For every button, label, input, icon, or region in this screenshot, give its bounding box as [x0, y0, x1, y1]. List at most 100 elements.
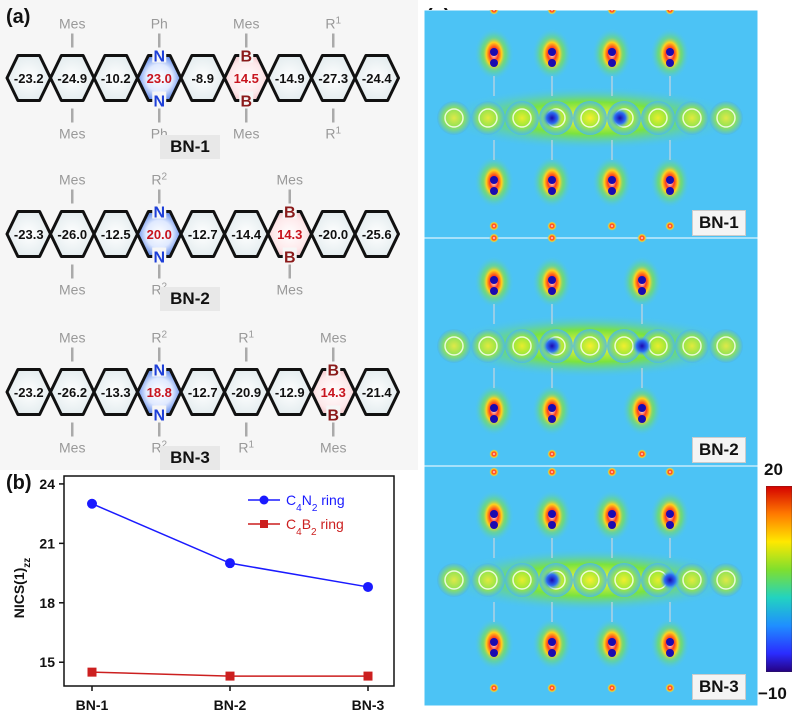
- ring-9: [353, 368, 400, 416]
- panel-a-letter-front: (a): [6, 6, 31, 28]
- n-substituent-top: R2: [151, 171, 167, 188]
- plot-frame: [63, 475, 395, 687]
- atom-b-top: B: [327, 363, 339, 380]
- molecule-name-bn-1: BN-1: [160, 135, 220, 159]
- nics-value-ring-5: -12.7: [188, 227, 218, 242]
- x-tick-label: BN-1: [76, 697, 109, 713]
- legend-marker-c4b2: [260, 520, 268, 528]
- atom-b-top: B: [284, 205, 296, 222]
- data-point: [87, 667, 97, 677]
- atom-n-top: N: [153, 205, 165, 222]
- b-substituent-top: Mes: [277, 172, 303, 188]
- atom-b-top: B: [240, 49, 252, 66]
- nics-value-ring-2: -24.9: [57, 71, 87, 86]
- nics-map-bn-3: [424, 465, 758, 706]
- nics-value-ring-6: -14.4: [231, 227, 261, 242]
- nics-value-ring-4: 18.8: [147, 385, 172, 400]
- legend-marker-c4n2: [259, 495, 269, 505]
- series-group: [87, 498, 373, 681]
- nics-value-ring-1: -23.3: [14, 227, 44, 242]
- molecule-bn-3: -23.2 -26.2 -13.3 18.8 -12.7 -20.9 -12.9 14.3 -2…: [5, 329, 400, 456]
- nics-map-bn-2: [424, 233, 758, 467]
- nics-value-ring-5: -12.7: [188, 385, 218, 400]
- nics-value-ring-7: 14.3: [277, 227, 302, 242]
- nics-value-ring-8: -20.0: [318, 227, 348, 242]
- y-tick-label: 18: [39, 595, 55, 611]
- legend-label-c4b2: C4B2 ring: [286, 516, 344, 538]
- nics-value-ring-6: -20.9: [231, 385, 261, 400]
- r1-substituent-bottom: R1: [325, 125, 341, 142]
- atom-n-bottom: N: [153, 408, 165, 425]
- atom-n-bottom: N: [153, 94, 165, 111]
- x-tick-label: BN-3: [352, 697, 385, 713]
- nics-value-ring-5: -8.9: [192, 71, 214, 86]
- data-point: [225, 671, 235, 681]
- r1-substituent-top: R1: [238, 329, 254, 346]
- n-substituent-top: Ph: [151, 16, 168, 32]
- y-tick-label: 21: [39, 535, 55, 551]
- y-tick-label: 24: [39, 476, 55, 492]
- mes-substituent-bottom: Mes: [59, 126, 85, 142]
- colorbar-min: −10: [758, 684, 787, 703]
- map-label-bn-2: BN-2: [692, 437, 746, 463]
- x-ticks: BN-1 BN-2 BN-3: [76, 686, 385, 713]
- b-substituent-bottom: Mes: [320, 440, 346, 456]
- nics-value-ring-9: -24.4: [362, 71, 392, 86]
- ring-9: [353, 54, 400, 102]
- b-substituent-top: Mes: [320, 330, 346, 346]
- b-substituent-top: Mes: [233, 16, 259, 32]
- map-label-bn-3: BN-3: [692, 674, 746, 700]
- data-point: [363, 671, 373, 681]
- legend: C4N2 ring C4B2 ring: [248, 492, 345, 538]
- mes-substituent-top: Mes: [59, 16, 85, 32]
- nics-value-ring-2: -26.2: [57, 385, 87, 400]
- atom-b-bottom: B: [327, 408, 339, 425]
- data-point: [363, 581, 373, 592]
- nics-value-ring-6: 14.5: [234, 71, 259, 86]
- molecule-name-bn-3: BN-3: [160, 446, 220, 470]
- nics-value-ring-4: 20.0: [147, 227, 172, 242]
- atom-b-bottom: B: [240, 94, 252, 111]
- nics-value-ring-4: 23.0: [147, 71, 172, 86]
- nics-value-ring-3: -10.2: [101, 71, 131, 86]
- nics-value-ring-9: -21.4: [362, 385, 392, 400]
- nics-isosurface-maps: [424, 10, 758, 706]
- n-substituent-top: R2: [151, 329, 167, 346]
- nics-value-ring-8: 14.3: [321, 385, 346, 400]
- nics-value-ring-9: -25.6: [362, 227, 392, 242]
- nics-value-ring-1: -23.2: [14, 71, 44, 86]
- molecule-bn-2: -23.3 -26.0 -12.5 20.0 -12.7 -14.4 14.3 -20.0 -2…: [5, 171, 400, 298]
- nics-value-ring-3: -13.3: [101, 385, 131, 400]
- nics-value-ring-1: -23.2: [14, 385, 44, 400]
- mes-substituent-top: Mes: [59, 330, 85, 346]
- colorbar: [765, 485, 793, 673]
- nics-value-ring-3: -12.5: [101, 227, 131, 242]
- colorbar-max: 20: [764, 460, 783, 479]
- nics-value-ring-7: -12.9: [275, 385, 305, 400]
- map-label-bn-1: BN-1: [692, 210, 746, 236]
- nics-value-ring-7: -14.9: [275, 71, 305, 86]
- r1-substituent-bottom: R1: [238, 439, 254, 456]
- mes-substituent-bottom: Mes: [59, 440, 85, 456]
- y-ticks: 15 18 21 24: [39, 476, 64, 670]
- atom-n-top: N: [153, 49, 165, 66]
- ring-9: [353, 210, 400, 258]
- data-point: [225, 558, 235, 569]
- mes-substituent-bottom: Mes: [59, 282, 85, 298]
- nics-value-ring-8: -27.3: [318, 71, 348, 86]
- molecule-bn-1: -23.2 -24.9 -10.2 23.0 -8.9 14.5 -14.9 -27.3 -24…: [5, 15, 400, 142]
- atom-b-bottom: B: [284, 250, 296, 267]
- molecule-name-bn-2: BN-2: [160, 287, 220, 311]
- atom-n-bottom: N: [153, 250, 165, 267]
- panel-a-molecules: -23.2 -24.9 -10.2 23.0 -8.9 14.5 -14.9 -27.3 -24…: [5, 15, 400, 456]
- panel-b-letter: (b): [6, 472, 32, 494]
- y-axis-label: NICS(1)zz: [11, 558, 33, 619]
- r1-substituent-top: R1: [325, 15, 341, 32]
- legend-label-c4n2: C4N2 ring: [286, 492, 345, 514]
- b-substituent-bottom: Mes: [233, 126, 259, 142]
- y-tick-label: 15: [39, 654, 55, 670]
- mes-substituent-top: Mes: [59, 172, 85, 188]
- atom-n-top: N: [153, 363, 165, 380]
- b-substituent-bottom: Mes: [277, 282, 303, 298]
- data-point: [87, 498, 97, 509]
